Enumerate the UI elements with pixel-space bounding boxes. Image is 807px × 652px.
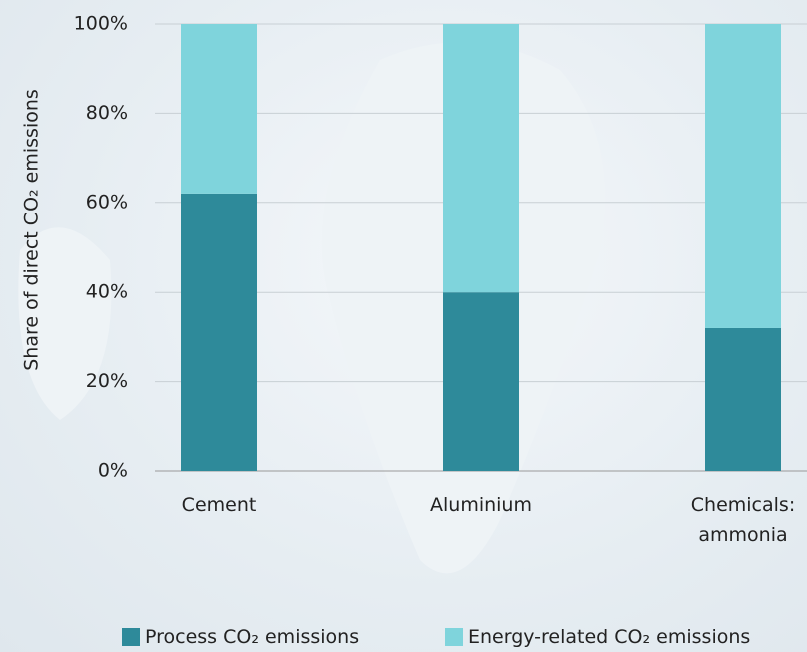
bar-segment [705, 24, 781, 328]
legend-swatch [122, 628, 140, 646]
x-tick-label: Cement [181, 494, 257, 516]
x-tick-label: Aluminium [430, 494, 532, 516]
y-tick-label: 0% [98, 460, 128, 482]
bar-segment [443, 292, 519, 471]
legend-item: Process CO₂ emissions [122, 626, 359, 648]
y-tick-label: 60% [86, 191, 128, 213]
y-tick-label: 100% [74, 13, 128, 35]
legend-swatch [445, 628, 463, 646]
bar-segment [705, 327, 781, 471]
bar-segment [181, 24, 257, 194]
map-shape [18, 227, 112, 420]
bar-segment [181, 193, 257, 472]
legend-item: Energy-related CO₂ emissions [445, 626, 750, 648]
y-tick-label: 20% [86, 370, 128, 392]
y-tick-label: 40% [86, 281, 128, 303]
y-tick-label: 80% [86, 102, 128, 124]
x-tick-label: Chemicals: ammonia [690, 494, 796, 546]
bar-segment [443, 24, 519, 293]
y-axis-label: Share of direct CO₂ emissions [21, 89, 43, 371]
legend-label: Energy-related CO₂ emissions [468, 626, 751, 648]
legend-label: Process CO₂ emissions [145, 626, 360, 648]
